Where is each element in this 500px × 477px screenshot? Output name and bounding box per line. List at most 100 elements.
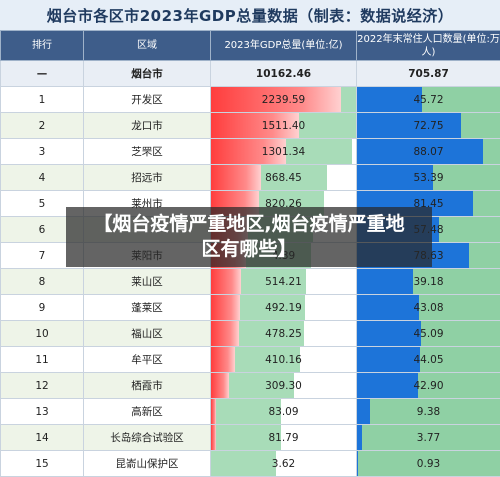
pop-value: 3.77 xyxy=(416,431,441,444)
region-cell: 栖霞市 xyxy=(83,372,211,399)
pop-bar-rest xyxy=(473,191,500,216)
pop-bar-rest xyxy=(439,217,500,242)
rank-cell: 13 xyxy=(0,398,84,425)
pop-bar-rest xyxy=(482,139,500,164)
gdp-bar-rest xyxy=(240,269,307,294)
gdp-value: 478.25 xyxy=(265,327,302,340)
gdp-value: 514.21 xyxy=(265,275,302,288)
pop-cell: 88.07 xyxy=(356,138,500,165)
pop-bar-rest xyxy=(362,425,500,450)
region-cell: 莱山区 xyxy=(83,268,211,295)
pop-bar xyxy=(357,425,363,450)
gdp-bar xyxy=(211,295,240,320)
pop-value: 42.90 xyxy=(413,379,444,392)
gdp-bar-rest xyxy=(239,295,305,320)
pop-bar xyxy=(357,321,422,346)
region-cell: 招远市 xyxy=(83,164,211,191)
pop-cell: 43.08 xyxy=(356,294,500,321)
rank-cell: 9 xyxy=(0,294,84,321)
gdp-cell: 81.79 xyxy=(210,424,357,451)
gdp-cell: 83.09 xyxy=(210,398,357,425)
pop-bar-rest xyxy=(418,295,500,320)
gdp-cell: 1511.40 xyxy=(210,112,357,139)
gdp-bar-rest xyxy=(228,373,295,398)
gdp-bar-rest xyxy=(215,399,282,424)
page-title: 烟台市各区市2023年GDP总量数据（制表：数据说经济） xyxy=(0,0,500,30)
header-rank: 排行 xyxy=(0,30,84,61)
gdp-bar xyxy=(211,87,341,112)
gdp-bar xyxy=(211,269,241,294)
pop-bar-rest xyxy=(421,321,500,346)
pop-value: 44.05 xyxy=(413,353,444,366)
headline-overlay: 【烟台疫情严重地区,烟台疫情严重地 区有哪些】 xyxy=(66,207,432,267)
gdp-cell: 514.21 xyxy=(210,268,357,295)
pop-cell: 0.93 xyxy=(356,450,500,477)
pop-bar xyxy=(357,295,419,320)
pop-value: 45.09 xyxy=(413,327,444,340)
table-row: 1 开发区 2239.59 45.72 xyxy=(0,86,500,113)
total-row: — 烟台市 10162.46 705.87 xyxy=(0,60,500,87)
table-body: — 烟台市 10162.46 705.87 1 开发区 2239.59 45.72 2 龙… xyxy=(0,60,500,477)
pop-bar xyxy=(357,113,462,138)
region-cell: 高新区 xyxy=(83,398,211,425)
total-pop: 705.87 xyxy=(356,60,500,87)
pop-cell: 39.18 xyxy=(356,268,500,295)
pop-cell: 72.75 xyxy=(356,112,500,139)
pop-bar-rest xyxy=(418,373,500,398)
total-gdp: 10162.46 xyxy=(210,60,357,87)
gdp-value: 868.45 xyxy=(265,171,302,184)
gdp-value: 3.62 xyxy=(271,457,296,470)
gdp-value: 492.19 xyxy=(265,301,302,314)
pop-value: 9.38 xyxy=(416,405,441,418)
table-row: 15 昆嵛山保护区 3.62 0.93 xyxy=(0,450,500,477)
region-cell: 牟平区 xyxy=(83,346,211,373)
pop-bar-rest xyxy=(413,269,500,294)
gdp-value: 820.26 xyxy=(265,197,302,210)
table-row: 3 芝罘区 1301.34 88.07 xyxy=(0,138,500,165)
header-row: 排行 区域 2023年GDP总量(单位:亿) 2022年末常住人口数量(单位:万… xyxy=(0,30,500,61)
gdp-bar xyxy=(211,425,216,450)
gdp-bar-rest xyxy=(215,425,281,450)
total-rank: — xyxy=(0,60,84,87)
pop-bar-rest xyxy=(370,399,500,424)
gdp-bar xyxy=(211,139,287,164)
rank-cell: 14 xyxy=(0,424,84,451)
header-pop: 2022年末常住人口数量(单位:万人) xyxy=(356,30,500,61)
pop-bar-rest xyxy=(461,113,500,138)
gdp-bar-rest xyxy=(234,347,301,372)
table-row: 13 高新区 83.09 9.38 xyxy=(0,398,500,425)
gdp-cell: 492.19 xyxy=(210,294,357,321)
gdp-bar xyxy=(211,399,216,424)
pop-bar xyxy=(357,269,414,294)
rank-cell: 4 xyxy=(0,164,84,191)
region-cell: 福山区 xyxy=(83,320,211,347)
pop-cell: 44.05 xyxy=(356,346,500,373)
pop-cell: 9.38 xyxy=(356,398,500,425)
pop-value: 39.18 xyxy=(413,275,444,288)
overlay-line-1: 【烟台疫情严重地区,烟台疫情严重地 xyxy=(93,213,405,235)
gdp-bar xyxy=(211,321,239,346)
region-cell: 龙口市 xyxy=(83,112,211,139)
region-cell: 开发区 xyxy=(83,86,211,113)
gdp-bar xyxy=(211,347,235,372)
pop-value: 45.72 xyxy=(413,93,444,106)
pop-cell: 42.90 xyxy=(356,372,500,399)
rank-cell: 11 xyxy=(0,346,84,373)
region-cell: 蓬莱区 xyxy=(83,294,211,321)
rank-cell: 2 xyxy=(0,112,84,139)
pop-cell: 53.39 xyxy=(356,164,500,191)
pop-value: 43.08 xyxy=(413,301,444,314)
gdp-value: 2239.59 xyxy=(261,93,306,106)
pop-bar xyxy=(357,373,419,398)
gdp-cell: 1301.34 xyxy=(210,138,357,165)
gdp-cell: 410.16 xyxy=(210,346,357,373)
region-cell: 芝罘区 xyxy=(83,138,211,165)
pop-bar-rest xyxy=(433,165,500,190)
header-region: 区域 xyxy=(83,30,211,61)
table-row: 10 福山区 478.25 45.09 xyxy=(0,320,500,347)
gdp-bar-rest xyxy=(286,139,352,164)
pop-cell: 45.72 xyxy=(356,86,500,113)
gdp-cell: 309.30 xyxy=(210,372,357,399)
table-row: 12 栖霞市 309.30 42.90 xyxy=(0,372,500,399)
